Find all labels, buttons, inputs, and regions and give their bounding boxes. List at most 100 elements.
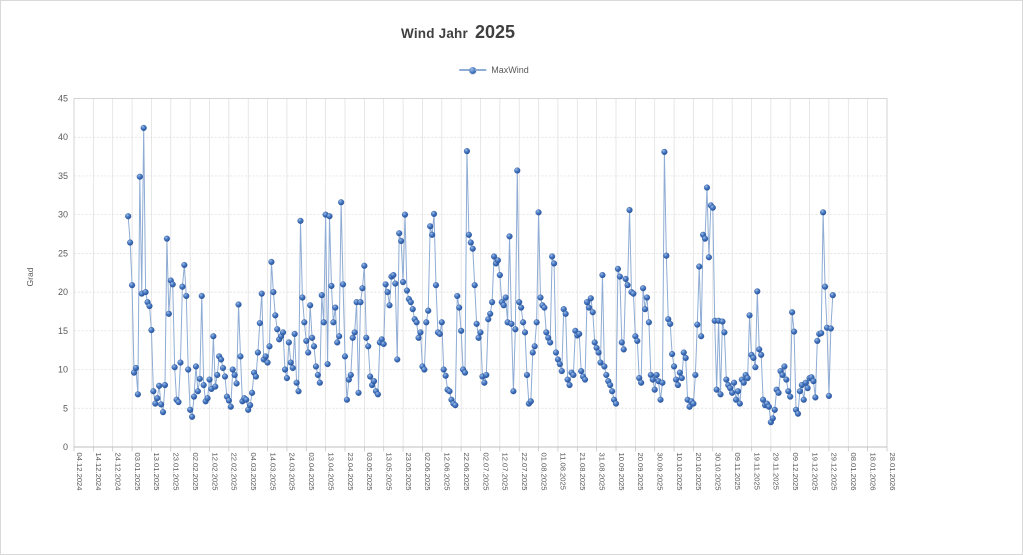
data-point — [471, 282, 478, 289]
data-point — [825, 392, 832, 399]
data-point — [701, 235, 709, 242]
x-tick-label: 03.04.2025 — [307, 453, 316, 491]
data-point — [268, 258, 275, 265]
data-point — [190, 393, 198, 400]
data-point — [678, 375, 685, 382]
data-point — [500, 302, 507, 309]
x-tick-label: 29.12.2025 — [830, 453, 839, 491]
x-tick-label: 10.10.2025 — [675, 453, 684, 491]
data-point — [719, 318, 726, 325]
data-point — [134, 391, 141, 398]
data-point — [249, 389, 256, 396]
data-point — [252, 373, 260, 380]
data-point — [506, 233, 513, 240]
data-point — [820, 209, 827, 216]
data-point — [549, 253, 556, 260]
data-point — [452, 402, 459, 409]
data-point — [487, 310, 494, 317]
data-point — [723, 376, 730, 383]
chart-title-prefix: Wind Jahr — [401, 26, 468, 41]
data-point — [429, 231, 436, 238]
data-point — [270, 289, 277, 296]
data-point — [384, 289, 391, 296]
y-tick-label: 40 — [58, 132, 68, 142]
data-point — [154, 395, 161, 402]
data-point — [285, 339, 292, 346]
data-point — [289, 364, 296, 372]
data-point — [189, 413, 196, 420]
data-point — [456, 304, 463, 311]
data-point — [624, 282, 631, 289]
x-tick-label: 29.11.2025 — [772, 453, 781, 490]
x-tick-label: 04.03.2025 — [249, 453, 258, 491]
data-point — [396, 230, 403, 237]
data-point — [370, 378, 378, 385]
data-point — [810, 378, 817, 385]
data-point — [800, 396, 807, 403]
data-point — [163, 235, 170, 242]
data-point — [578, 368, 585, 375]
data-point — [609, 388, 616, 395]
data-point — [618, 339, 625, 346]
data-point — [791, 328, 798, 335]
data-point — [394, 356, 401, 363]
data-point — [340, 281, 347, 288]
x-tick-label: 03.01.2025 — [133, 453, 142, 491]
data-point — [694, 321, 701, 328]
x-tick-label: 14.03.2025 — [268, 453, 277, 491]
data-point — [415, 334, 422, 341]
data-point — [148, 327, 155, 334]
data-point — [705, 254, 712, 261]
data-point — [309, 334, 316, 341]
y-tick-label: 20 — [58, 287, 68, 297]
data-point — [521, 329, 529, 336]
data-point — [616, 273, 623, 280]
data-point — [332, 304, 339, 311]
data-point — [140, 124, 147, 131]
data-point — [212, 383, 219, 390]
data-point — [781, 363, 788, 370]
data-point — [413, 319, 420, 326]
data-point — [446, 388, 453, 395]
data-point — [407, 299, 414, 306]
data-point — [314, 371, 321, 379]
data-point — [310, 343, 318, 350]
data-point — [293, 379, 300, 386]
data-point — [827, 325, 834, 332]
data-point — [713, 386, 720, 393]
data-point — [425, 307, 432, 314]
data-point — [630, 290, 637, 297]
data-point — [129, 282, 136, 289]
data-point — [587, 295, 594, 302]
data-point — [421, 366, 428, 373]
data-point — [583, 299, 591, 306]
data-point — [783, 376, 790, 383]
data-point — [262, 353, 269, 360]
data-point — [264, 359, 271, 366]
data-point — [494, 257, 501, 264]
data-point — [483, 371, 490, 379]
x-tick-label: 24.03.2025 — [288, 453, 297, 491]
data-point — [136, 173, 143, 180]
data-point — [638, 379, 645, 386]
data-point — [318, 292, 325, 299]
data-point — [187, 406, 194, 413]
data-point — [520, 319, 527, 326]
data-point — [475, 334, 482, 341]
data-point — [423, 319, 430, 326]
data-point — [659, 379, 666, 386]
data-point — [570, 371, 577, 379]
data-point — [552, 349, 560, 356]
data-point — [233, 380, 240, 387]
data-point — [750, 354, 757, 361]
data-point — [785, 388, 792, 395]
x-tick-label: 12.07.2025 — [501, 453, 510, 491]
x-tick-label: 09.11.2025 — [733, 453, 742, 490]
y-tick-label: 30 — [58, 210, 68, 220]
data-point — [341, 353, 349, 360]
data-point — [465, 231, 472, 238]
data-point — [192, 363, 200, 370]
data-point — [760, 396, 767, 403]
x-tick-label: 23.01.2025 — [172, 453, 181, 491]
series-maxwind — [125, 124, 836, 426]
